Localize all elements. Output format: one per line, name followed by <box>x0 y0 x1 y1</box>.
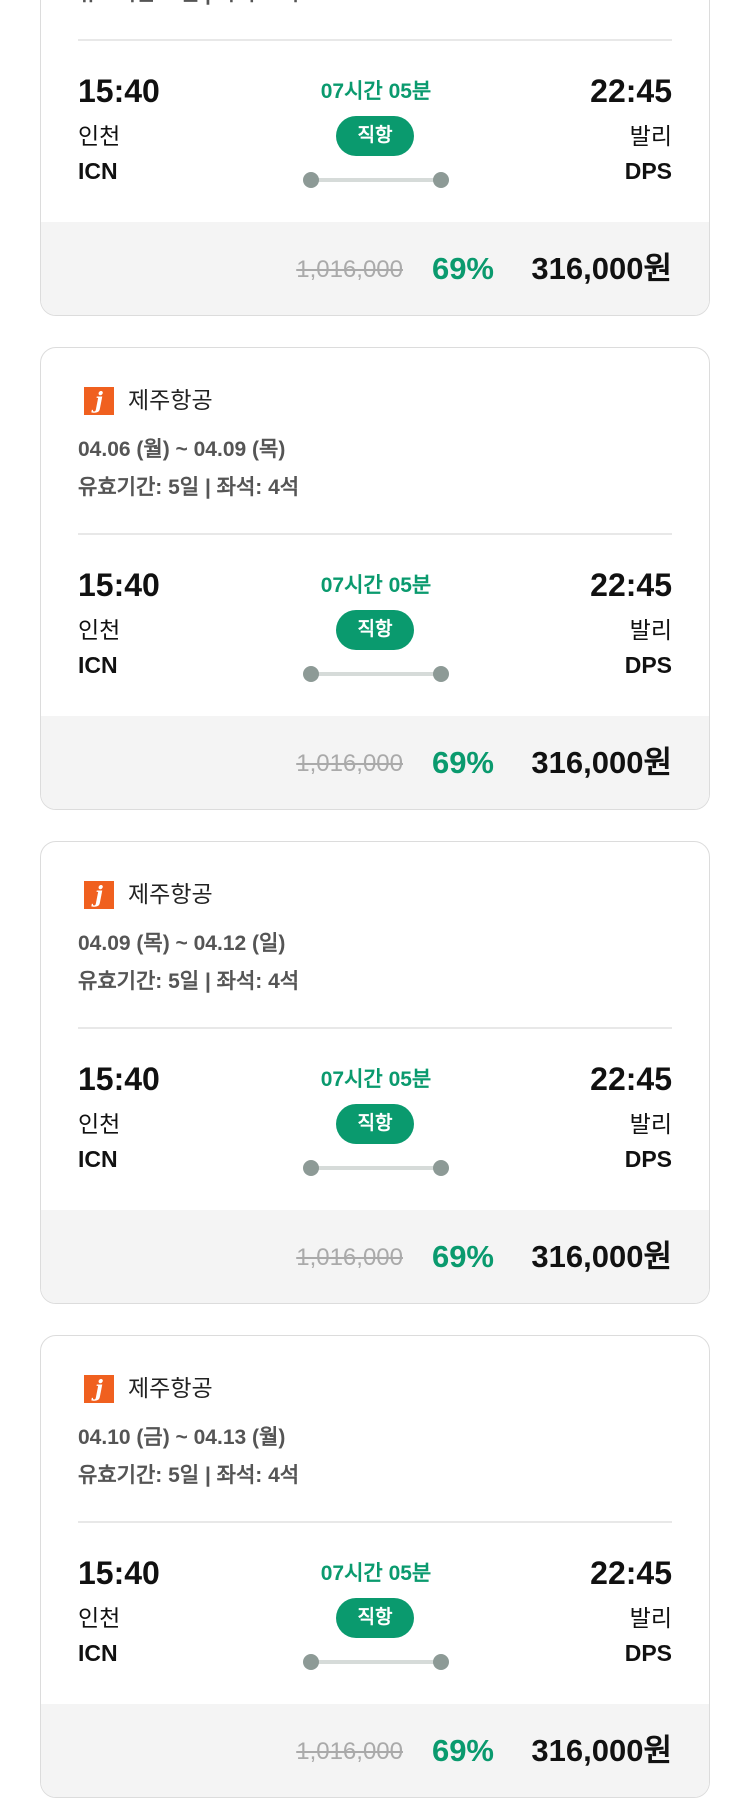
direct-flight-badge: 직항 <box>336 1104 414 1144</box>
departure-time: 15:40 <box>78 73 160 109</box>
flight-card[interactable]: j 제주항공 04.06 (월) ~ 04.09 (목) 유효기간: 5일 | … <box>40 347 710 810</box>
flight-duration: 07시간 05분 <box>320 80 432 103</box>
flight-card[interactable]: j 제주항공 04.09 (목) ~ 04.12 (일) 유효기간: 5일 | … <box>40 841 710 1304</box>
jeju-air-logo-icon: j <box>84 881 114 909</box>
arrival-code: DPS <box>624 652 672 678</box>
price-section: 1,016,000 69% 316,000원 <box>41 716 709 809</box>
arrival-city: 발리 <box>629 617 672 643</box>
airline-name: 제주항공 <box>128 881 213 907</box>
departure-time: 15:40 <box>78 1555 160 1591</box>
price-section: 1,016,000 69% 316,000원 <box>41 222 709 315</box>
original-price: 1,016,000 <box>296 256 403 283</box>
arrival-time: 22:45 <box>590 73 672 109</box>
flight-duration: 07시간 05분 <box>320 1562 432 1585</box>
original-price: 1,016,000 <box>296 1244 403 1271</box>
destination-dot-icon <box>433 172 449 188</box>
departure-code: ICN <box>78 652 118 678</box>
discount-percent: 69% <box>431 1239 494 1274</box>
validity-seats: 유효기간: 5일 | 좌석: 4석 <box>78 476 300 499</box>
route-line <box>311 672 441 676</box>
divider <box>78 1027 672 1029</box>
divider <box>78 533 672 535</box>
departure-code: ICN <box>78 158 118 184</box>
arrival-time: 22:45 <box>590 567 672 603</box>
departure-code: ICN <box>78 1640 118 1666</box>
airline-name: 제주항공 <box>128 1375 213 1401</box>
flight-duration: 07시간 05분 <box>320 1068 432 1091</box>
departure-city: 인천 <box>78 123 121 149</box>
discount-percent: 69% <box>431 1733 494 1768</box>
jeju-air-logo-icon: j <box>84 1375 114 1403</box>
travel-dates: 04.09 (목) ~ 04.12 (일) <box>78 932 286 955</box>
flight-card[interactable]: j 제주항공 유효기간: 5일 | 좌석: 4석 15:40 인천 ICN 07… <box>40 0 710 316</box>
destination-dot-icon <box>433 666 449 682</box>
travel-dates: 04.06 (월) ~ 04.09 (목) <box>78 438 286 461</box>
arrival-code: DPS <box>624 1640 672 1666</box>
route-line <box>311 1166 441 1170</box>
discount-percent: 69% <box>431 745 494 780</box>
departure-time: 15:40 <box>78 567 160 603</box>
validity-seats: 유효기간: 5일 | 좌석: 4석 <box>78 1464 300 1487</box>
validity-seats: 유효기간: 5일 | 좌석: 4석 <box>78 0 299 4</box>
flight-duration: 07시간 05분 <box>320 574 432 597</box>
original-price: 1,016,000 <box>296 750 403 777</box>
arrival-code: DPS <box>624 158 672 184</box>
direct-flight-badge: 직항 <box>336 116 414 156</box>
arrival-code: DPS <box>624 1146 672 1172</box>
departure-city: 인천 <box>78 1111 121 1137</box>
destination-dot-icon <box>433 1160 449 1176</box>
validity-seats: 유효기간: 5일 | 좌석: 4석 <box>78 970 300 993</box>
arrival-city: 발리 <box>629 123 672 149</box>
direct-flight-badge: 직항 <box>336 1598 414 1638</box>
destination-dot-icon <box>433 1654 449 1670</box>
final-price: 316,000원 <box>531 745 672 780</box>
direct-flight-badge: 직항 <box>336 610 414 650</box>
departure-city: 인천 <box>78 1605 121 1631</box>
divider <box>78 1521 672 1523</box>
price-section: 1,016,000 69% 316,000원 <box>41 1210 709 1303</box>
arrival-time: 22:45 <box>590 1061 672 1097</box>
final-price: 316,000원 <box>531 1239 672 1274</box>
origin-dot-icon <box>303 666 319 682</box>
original-price: 1,016,000 <box>296 1738 403 1765</box>
jeju-air-logo-icon: j <box>84 387 114 415</box>
divider <box>78 39 672 41</box>
flight-card[interactable]: j 제주항공 04.10 (금) ~ 04.13 (월) 유효기간: 5일 | … <box>40 1335 710 1798</box>
origin-dot-icon <box>303 172 319 188</box>
departure-code: ICN <box>78 1146 118 1172</box>
arrival-city: 발리 <box>629 1111 672 1137</box>
route-line <box>311 178 441 182</box>
final-price: 316,000원 <box>531 1733 672 1768</box>
price-section: 1,016,000 69% 316,000원 <box>41 1704 709 1797</box>
departure-city: 인천 <box>78 617 121 643</box>
airline-name: 제주항공 <box>128 387 213 413</box>
origin-dot-icon <box>303 1654 319 1670</box>
travel-dates: 04.10 (금) ~ 04.13 (월) <box>78 1426 286 1449</box>
origin-dot-icon <box>303 1160 319 1176</box>
final-price: 316,000원 <box>531 251 672 286</box>
discount-percent: 69% <box>431 251 494 286</box>
departure-time: 15:40 <box>78 1061 160 1097</box>
arrival-city: 발리 <box>629 1605 672 1631</box>
arrival-time: 22:45 <box>590 1555 672 1591</box>
route-line <box>311 1660 441 1664</box>
